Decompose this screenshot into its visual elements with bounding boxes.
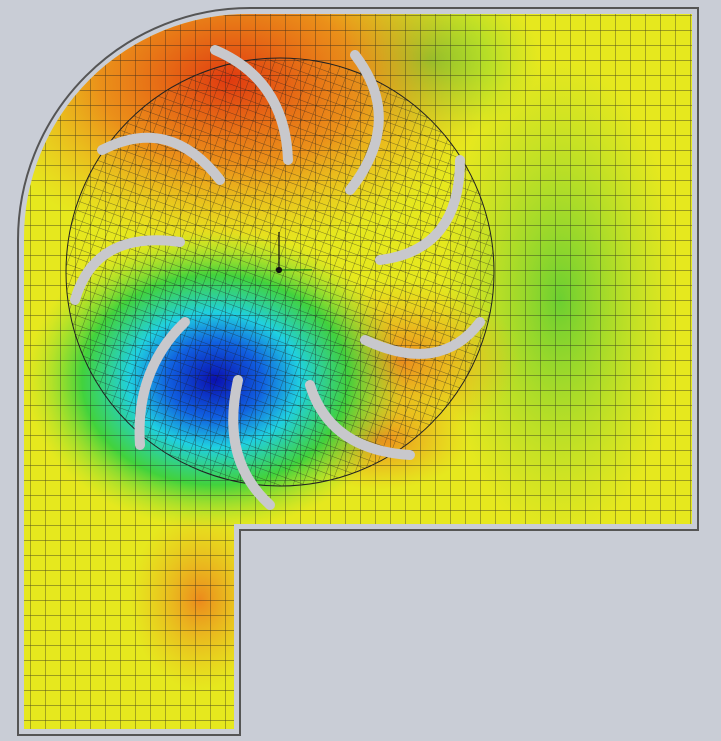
simulation-view [0,0,721,741]
contour-field [0,0,721,741]
page [0,0,721,741]
